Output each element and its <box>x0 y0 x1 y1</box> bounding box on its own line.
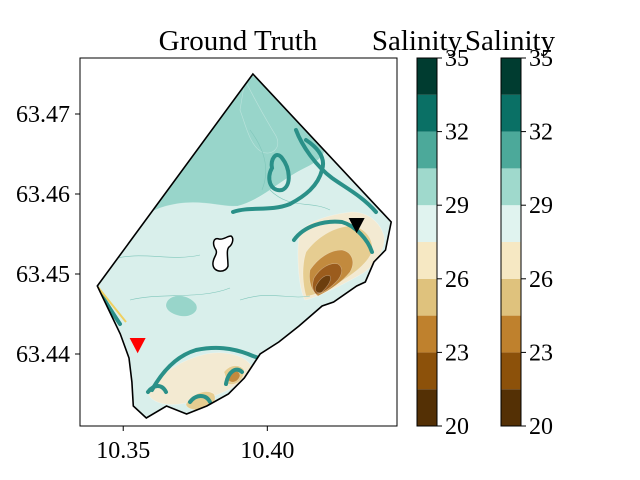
colorbar-1-swatch-1 <box>417 352 437 390</box>
y-axis: 63.44 63.45 63.46 63.47 <box>16 102 80 368</box>
colorbar-1-tick-label-4: 32 <box>445 120 469 146</box>
colorbar-2-swatch-5 <box>501 205 521 242</box>
domain-outline <box>96 72 393 419</box>
colorbar-2-swatch-1 <box>501 352 521 390</box>
x-axis: 10.35 10.40 <box>96 426 294 464</box>
y-tick-label-3: 63.47 <box>16 102 70 128</box>
coastal-strip <box>97 285 127 323</box>
minor-contour-4 <box>249 129 267 191</box>
markers <box>129 218 365 354</box>
station-marker-1 <box>348 218 365 234</box>
colorbar-1-tick-label-5: 35 <box>445 46 469 72</box>
harbour-island <box>212 235 234 272</box>
colorbar-2-frame <box>500 57 522 427</box>
colorbar-2-title: Salinity <box>465 25 556 57</box>
minor-contour-3 <box>239 295 311 301</box>
salinity-band-12 <box>315 275 331 294</box>
colorbar-1-swatch-0 <box>417 389 437 426</box>
colorbar-1-title: Salinity <box>372 25 463 57</box>
colorbar-2-swatch-2 <box>501 315 521 353</box>
colorbar-2-swatch-7 <box>501 131 521 169</box>
thick-contour-0 <box>231 138 325 214</box>
station-marker-0 <box>129 338 146 354</box>
colorbar-1-tick-label-3: 29 <box>445 193 469 219</box>
thick-contour-8 <box>224 367 244 386</box>
colorbar-2-tick-label-3: 29 <box>529 193 553 219</box>
colorbar-2-swatch-4 <box>501 242 521 279</box>
colorbar-2-swatch-0 <box>501 389 521 426</box>
colorbar-1-tick-label-0: 20 <box>445 414 469 440</box>
y-tick-label-0: 63.44 <box>16 342 70 368</box>
colorbar-2-swatch-3 <box>501 278 521 316</box>
salinity-band-3 <box>165 295 198 317</box>
colorbar-2-tick-label-1: 23 <box>529 340 553 366</box>
colorbar-1-frame <box>416 57 438 427</box>
x-tick-label-0: 10.35 <box>96 438 150 464</box>
colorbar-2-tick-label-2: 26 <box>529 267 553 293</box>
colorbar-1-swatch-3 <box>417 278 437 316</box>
colorbar-1: Salinity 20 23 26 29 32 35 <box>372 25 469 440</box>
colorbar-2-tick-label-5: 35 <box>529 46 553 72</box>
colorbar-2-swatch-6 <box>501 168 521 206</box>
minor-contour-2 <box>269 189 331 211</box>
thick-contour-3 <box>292 219 374 254</box>
y-tick-label-1: 63.45 <box>16 262 70 288</box>
colorbar-1-tick-label-1: 23 <box>445 340 469 366</box>
thick-contour-7 <box>188 394 212 404</box>
colorbar-2-swatch-8 <box>501 94 521 132</box>
thick-contour-6 <box>146 384 168 394</box>
x-tick-label-1: 10.40 <box>240 438 294 464</box>
colorbar-1-swatch-4 <box>417 242 437 279</box>
map-plot-area <box>96 72 393 419</box>
map-axes-frame <box>79 57 398 427</box>
colorbar-1-swatch-8 <box>417 94 437 132</box>
colorbar-1-swatch-2 <box>417 315 437 353</box>
thick-contour-1 <box>294 128 378 214</box>
y-tick-label-2: 63.46 <box>16 182 70 208</box>
colorbar-1-swatch-7 <box>417 131 437 169</box>
colorbar-1-swatch-9 <box>417 58 437 95</box>
colorbar-2: Salinity 20 23 26 29 32 35 <box>465 25 556 440</box>
colorbar-1-swatch-5 <box>417 205 437 242</box>
colorbar-2-swatch-9 <box>501 58 521 95</box>
thick-contour-2 <box>267 153 291 193</box>
colorbar-1-tick-label-2: 26 <box>445 267 469 293</box>
map-title: Ground Truth <box>159 25 318 57</box>
salinity-field <box>97 74 392 418</box>
minor-contour-1 <box>129 287 231 301</box>
colorbar-2-tick-label-0: 20 <box>529 414 553 440</box>
colorbar-2-tick-label-4: 32 <box>529 120 553 146</box>
colorbar-1-swatch-6 <box>417 168 437 206</box>
salinity-band-2 <box>239 79 279 154</box>
